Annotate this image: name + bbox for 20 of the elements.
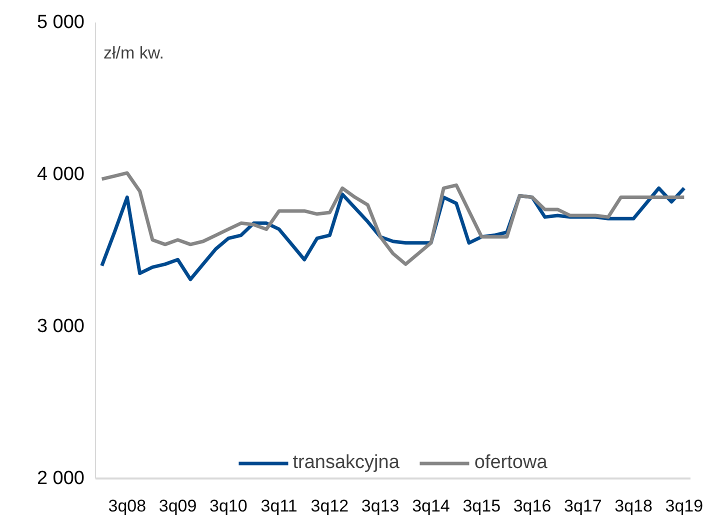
x-tick-label: 3q14 (412, 496, 450, 516)
x-tick-label: 3q18 (614, 496, 652, 516)
x-tick-label: 3q15 (462, 496, 501, 516)
x-tick-label: 3q16 (513, 496, 552, 516)
y-axis-title: zł/m kw. (104, 44, 164, 62)
y-tick-label: 3 000 (36, 316, 84, 337)
y-tick-label: 4 000 (36, 164, 84, 185)
legend-label: ofertowa (474, 452, 548, 474)
legend-label: transakcyjna (292, 452, 400, 474)
x-tick-label: 3q13 (361, 496, 400, 516)
y-tick-label: 2 000 (36, 468, 84, 489)
y-tick-label: 5 000 (36, 12, 84, 33)
x-tick-label: 3q11 (260, 496, 298, 516)
x-tick-label: 3q12 (310, 496, 349, 516)
x-tick-label: 3q08 (108, 496, 146, 516)
x-tick-label: 3q10 (210, 496, 248, 516)
line-series (100, 171, 686, 266)
x-tick-label: 3q19 (665, 496, 704, 516)
x-tick-label: 3q17 (564, 496, 602, 516)
x-tick-label: 3q09 (158, 496, 197, 516)
